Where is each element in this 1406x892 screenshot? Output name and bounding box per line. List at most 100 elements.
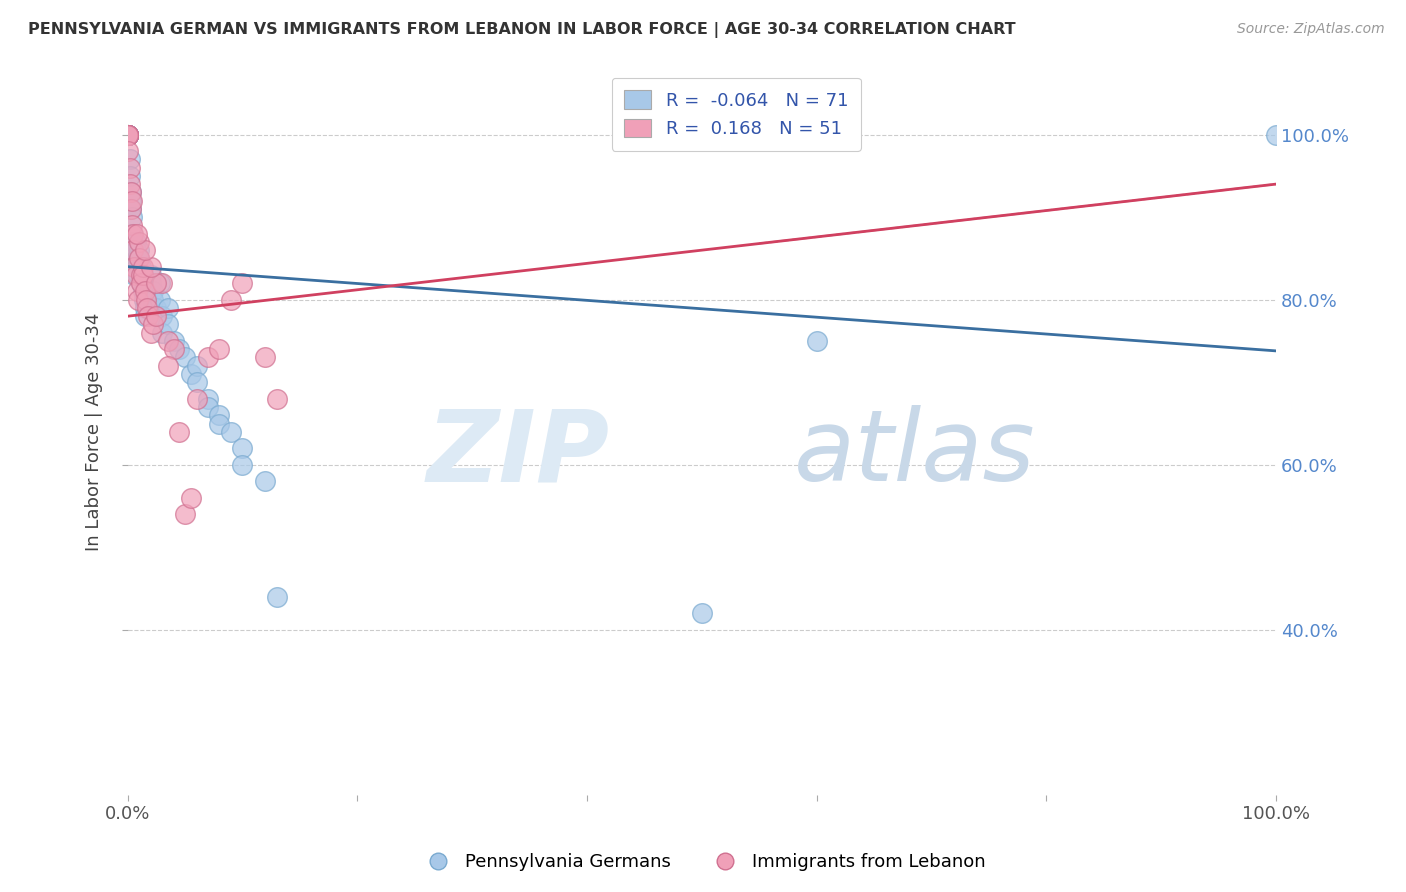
Point [142, 318, 165, 332]
Point [117, 128, 139, 142]
Point [139, 268, 162, 282]
Point [120, 186, 142, 200]
Point [145, 301, 167, 315]
Point [197, 400, 219, 414]
Point [117, 128, 139, 142]
Point [134, 243, 156, 257]
Point [118, 177, 141, 191]
Point [117, 128, 139, 142]
Point [131, 276, 153, 290]
Legend: Pennsylvania Germans, Immigrants from Lebanon: Pennsylvania Germans, Immigrants from Le… [413, 847, 993, 879]
Point [125, 285, 148, 299]
Point [186, 359, 208, 373]
Point [134, 301, 156, 315]
Point [117, 128, 139, 142]
Point [266, 392, 288, 406]
Point [128, 243, 150, 257]
Point [124, 268, 146, 282]
Point [117, 128, 139, 142]
Point [117, 128, 139, 142]
Point [135, 293, 157, 307]
Point [174, 508, 197, 522]
Text: Source: ZipAtlas.com: Source: ZipAtlas.com [1237, 22, 1385, 37]
Point [135, 285, 157, 299]
Point [208, 343, 231, 357]
Text: PENNSYLVANIA GERMAN VS IMMIGRANTS FROM LEBANON IN LABOR FORCE | AGE 30-34 CORREL: PENNSYLVANIA GERMAN VS IMMIGRANTS FROM L… [28, 22, 1015, 38]
Y-axis label: In Labor Force | Age 30-34: In Labor Force | Age 30-34 [86, 312, 103, 551]
Point [122, 235, 145, 249]
Point [169, 425, 191, 439]
Point [118, 153, 141, 167]
Point [125, 227, 148, 241]
Point [1265, 128, 1288, 142]
Point [180, 491, 202, 505]
Point [128, 235, 150, 249]
Point [117, 128, 139, 142]
Point [131, 268, 153, 282]
Point [118, 169, 141, 183]
Point [134, 285, 156, 299]
Point [124, 268, 146, 282]
Point [156, 301, 179, 315]
Point [162, 343, 184, 357]
Point [806, 334, 828, 348]
Point [128, 252, 150, 266]
Point [174, 351, 197, 365]
Point [142, 293, 165, 307]
Point [132, 293, 155, 307]
Point [131, 268, 153, 282]
Point [124, 243, 146, 257]
Point [208, 409, 231, 423]
Point [139, 260, 162, 274]
Point [121, 194, 143, 208]
Point [134, 309, 156, 323]
Point [121, 227, 143, 241]
Point [136, 301, 159, 315]
Point [690, 607, 713, 621]
Point [231, 442, 253, 456]
Point [127, 268, 149, 282]
Point [120, 186, 142, 200]
Point [139, 326, 162, 340]
Point [142, 285, 165, 299]
Point [254, 351, 277, 365]
Point [219, 293, 242, 307]
Point [136, 301, 159, 315]
Point [149, 293, 172, 307]
Point [117, 128, 139, 142]
Point [117, 128, 139, 142]
Point [124, 260, 146, 274]
Point [150, 326, 173, 340]
Point [231, 458, 253, 472]
Point [117, 128, 139, 142]
Point [254, 475, 277, 489]
Point [125, 252, 148, 266]
Point [131, 276, 153, 290]
Point [122, 243, 145, 257]
Point [135, 276, 157, 290]
Point [162, 334, 184, 348]
Point [122, 252, 145, 266]
Legend: R =  -0.064   N = 71, R =  0.168   N = 51: R = -0.064 N = 71, R = 0.168 N = 51 [612, 78, 860, 151]
Text: ZIP: ZIP [427, 405, 610, 502]
Point [156, 334, 179, 348]
Point [197, 392, 219, 406]
Point [219, 425, 242, 439]
Point [136, 293, 159, 307]
Point [150, 309, 173, 323]
Point [127, 293, 149, 307]
Point [145, 309, 167, 323]
Point [117, 128, 139, 142]
Point [150, 276, 173, 290]
Point [117, 128, 139, 142]
Point [231, 276, 253, 290]
Point [125, 260, 148, 274]
Point [117, 128, 139, 142]
Point [117, 128, 139, 142]
Point [145, 309, 167, 323]
Point [120, 202, 142, 216]
Point [136, 309, 159, 323]
Point [122, 243, 145, 257]
Point [120, 194, 142, 208]
Point [186, 376, 208, 390]
